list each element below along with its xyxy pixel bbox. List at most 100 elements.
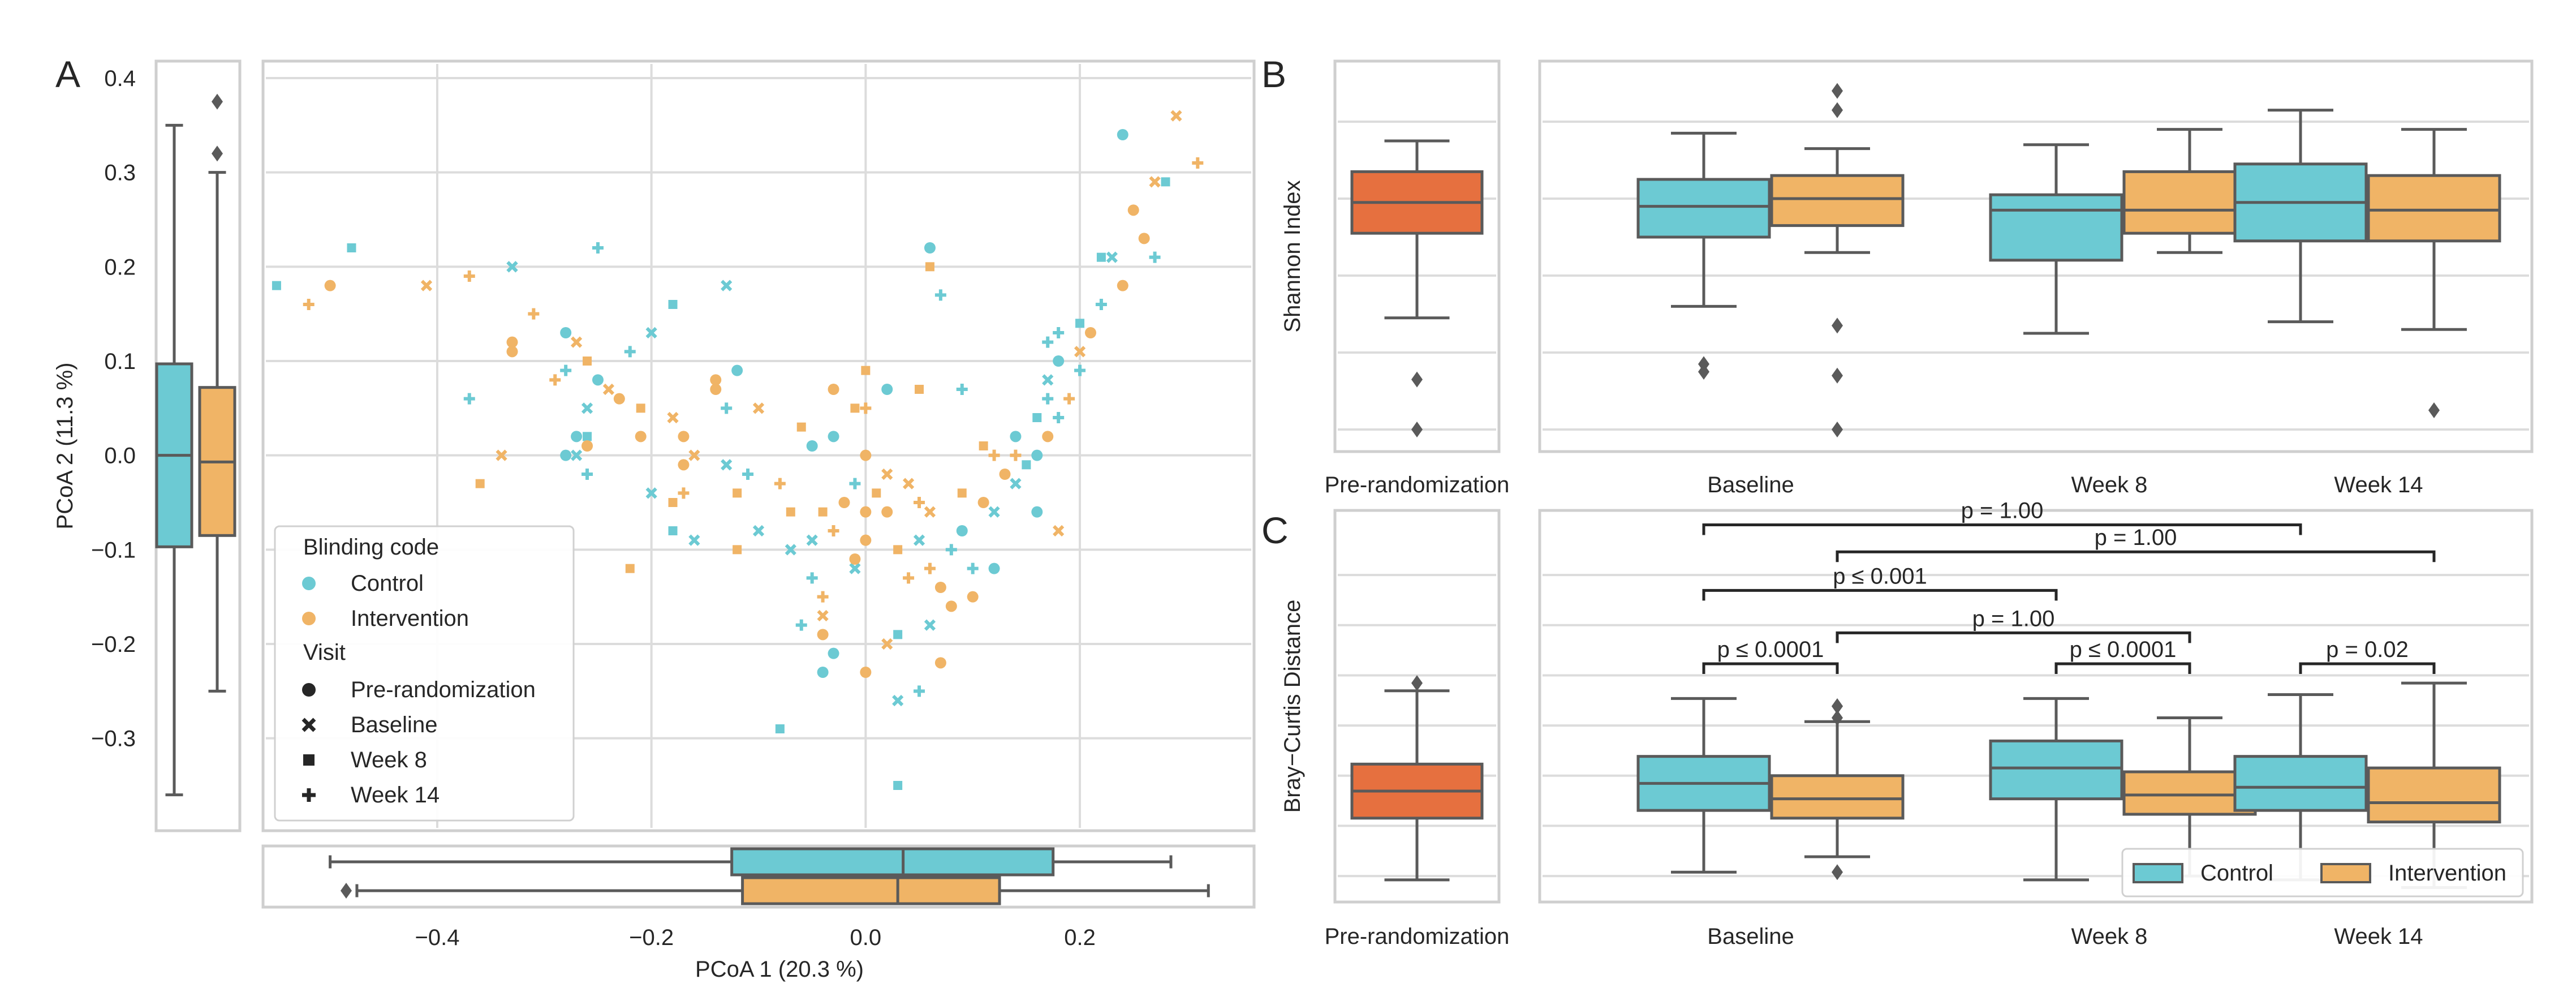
a-point-circle [1084,327,1096,338]
a-point-circle [592,374,604,386]
a-point-square [668,526,678,535]
a-point-circle [860,667,872,678]
a-point-plus [742,469,754,480]
b-category-label: Baseline [1707,473,1794,497]
a-point-x [645,327,657,339]
a-marginal-box-y [155,93,236,797]
a-point-x [752,402,765,414]
a-point-x [924,506,936,518]
a-point-circle [1138,233,1150,244]
a-point-plus [774,478,786,489]
a-point-x [902,478,915,489]
a-point-square [583,432,592,441]
a-legend-intervention-label: Intervention [351,606,469,631]
a-point-x [602,383,615,396]
a-point-plus [828,525,839,536]
a-y-tick-label: 0.0 [104,444,136,469]
a-legend-week14-label: Week 14 [351,783,440,808]
c-significance-label: p = 0.02 [2326,637,2409,662]
a-point-x [1053,525,1065,537]
a-x-tick-label: 0.2 [1064,925,1096,950]
a-point-circle [828,431,839,443]
c-significance-label: p ≤ 0.001 [1833,564,1927,589]
a-y-tick-label: 0.2 [104,255,136,280]
a-point-square [583,357,592,366]
b-baseline-intervention-outlier [1832,317,1843,334]
a-point-square [1075,319,1085,328]
a-y-tick-label: 0.3 [104,161,136,186]
a-point-circle [934,582,946,593]
a-point-plus [1042,393,1054,405]
a-point-square [733,545,742,555]
a-point-square [893,781,903,790]
a-legend-week8-label: Week 8 [351,748,427,772]
a-legend-control-label: Control [351,571,424,596]
b-baseline-intervention-outlier [1832,83,1843,99]
a-point-circle [1117,280,1128,291]
a-legend-hue-title: Blinding code [303,535,439,560]
b-boxplots [1350,83,2501,437]
panel-label-b: B [1261,53,1286,95]
a-point-x [1170,110,1182,122]
a-scatter-frame [261,59,1256,832]
a-point-plus [721,402,733,414]
a-legend-square-marker [303,754,315,766]
a-y-tick-label: −0.1 [91,538,136,562]
a-point-x [806,534,818,546]
a-point-circle [956,525,968,536]
a-point-circle [977,497,989,508]
a-point-x [1149,176,1161,188]
a-y-axis-label: PCoA 2 (11.3 %) [53,363,77,530]
a-point-plus [560,364,572,376]
b-baseline-intervention-outlier [1832,102,1843,118]
c-significance-bracket [2054,662,2191,674]
c-week-14-control-box [2233,755,2368,812]
a-point-square [850,403,860,413]
a-legend: Blinding code Control Intervention Visit… [274,525,575,822]
a-point-square [1161,177,1170,187]
a-point-plus [303,299,315,310]
b-category-label: Pre-randomization [1325,473,1510,497]
a-point-circle [1127,204,1139,216]
a-point-x [785,544,796,556]
a-point-square [347,243,356,252]
a-point-square [668,300,678,309]
c-pre-randomization-prerandom-outlier [1411,675,1423,692]
c-y-axis-label: Bray−Curtis Distance [1280,600,1305,813]
a-point-circle [710,374,722,386]
a-point-x [1074,346,1086,358]
a-point-circle [731,364,743,376]
a-point-plus [1095,299,1107,310]
a-point-x [667,411,679,424]
c-category-labels: Pre-randomization Baseline Week 8 Week 14 [1325,924,2423,949]
a-point-circle [828,647,839,659]
a-point-square [818,507,828,517]
a-point-plus [849,478,861,489]
a-point-circle [560,449,572,461]
c-legend: Control Intervention [2121,848,2524,897]
a-point-circle [860,534,872,546]
c-significance-bracket [1702,662,1839,674]
a-point-square [636,403,645,413]
a-point-square [475,479,485,488]
c-significance-bracket [2299,662,2436,674]
b-baseline-intervention-outlier [1832,422,1843,437]
a-point-circle [967,591,979,603]
a-legend-x-marker [301,718,316,732]
a-point-square [979,441,988,450]
b-y-axis-label: Shannon Index [1280,180,1305,332]
a-point-circle [506,336,518,348]
a-point-square [957,488,967,498]
c-significance-label: p = 1.00 [1972,606,2055,631]
a-point-plus [956,384,968,395]
c-significance-bracket [1836,631,2191,643]
a-point-x [721,280,733,291]
a-point-circle [678,431,690,443]
a-point-x [849,562,861,574]
a-y-tick-label: 0.1 [104,349,136,374]
a-point-circle [1053,355,1065,367]
a-point-square [625,564,635,573]
a-point-circle [838,497,850,508]
a-point-plus [463,270,475,282]
